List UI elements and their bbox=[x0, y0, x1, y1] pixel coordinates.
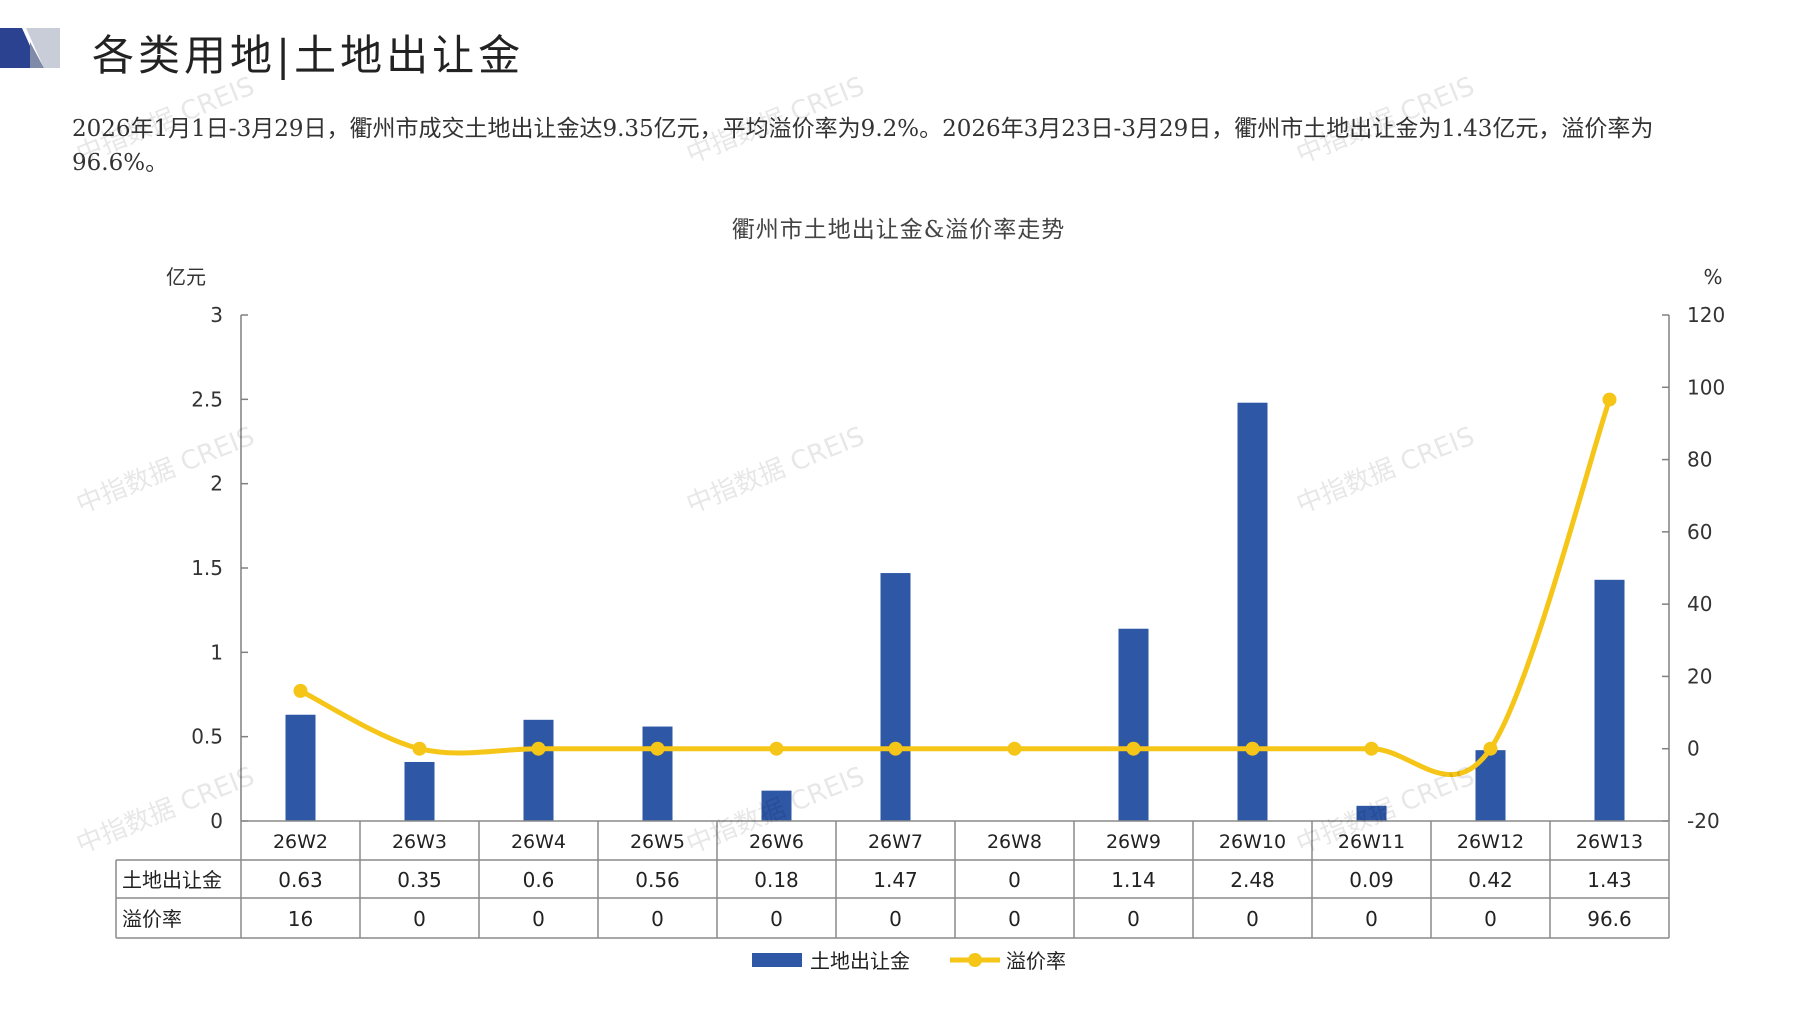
chart-title: 衢州市土地出让金&溢价率走势 bbox=[731, 217, 1066, 243]
line-point bbox=[412, 741, 427, 756]
category-label: 26W9 bbox=[1106, 831, 1161, 853]
left-tick-label: 0 bbox=[210, 809, 223, 833]
section-title: 各类用地|土地出让金 bbox=[92, 31, 525, 80]
header-decoration bbox=[0, 28, 60, 68]
bar bbox=[642, 726, 673, 821]
summary-text: 2026年1月1日-3月29日，衢州市成交土地出让金达9.35亿元，平均溢价率为… bbox=[72, 116, 1654, 176]
legend-marker bbox=[968, 953, 982, 967]
category-label: 26W12 bbox=[1457, 831, 1524, 853]
right-tick-label: 40 bbox=[1687, 592, 1712, 616]
category-label: 26W13 bbox=[1576, 831, 1643, 853]
line-point bbox=[293, 683, 308, 698]
left-tick-label: 2 bbox=[210, 472, 223, 496]
rate-value-cell: 0 bbox=[413, 907, 426, 931]
bar-value-cell: 0.42 bbox=[1468, 868, 1513, 892]
rate-value-cell: 0 bbox=[1127, 907, 1140, 931]
bar-value-cell: 0 bbox=[1008, 868, 1021, 892]
rate-value-cell: 0 bbox=[532, 907, 545, 931]
bar bbox=[1237, 402, 1268, 821]
category-label: 26W3 bbox=[392, 831, 447, 853]
legend-label: 土地出让金 bbox=[810, 949, 910, 973]
line-point bbox=[769, 741, 784, 756]
table-row-header: 溢价率 bbox=[122, 907, 182, 931]
bar bbox=[1594, 579, 1625, 821]
line-point bbox=[650, 741, 665, 756]
line-point bbox=[1602, 392, 1617, 407]
left-tick-label: 2.5 bbox=[191, 387, 223, 411]
category-label: 26W4 bbox=[511, 831, 566, 853]
bar bbox=[404, 761, 435, 821]
rate-value-cell: 0 bbox=[1484, 907, 1497, 931]
bar bbox=[285, 714, 316, 821]
rate-value-cell: 0 bbox=[1365, 907, 1378, 931]
line-point bbox=[531, 741, 546, 756]
category-label: 26W5 bbox=[630, 831, 685, 853]
bar-value-cell: 1.14 bbox=[1111, 868, 1156, 892]
category-label: 26W7 bbox=[868, 831, 923, 853]
right-tick-label: 0 bbox=[1687, 737, 1700, 761]
rate-value-cell: 0 bbox=[889, 907, 902, 931]
table-row-header: 土地出让金 bbox=[122, 868, 222, 892]
right-axis-unit: % bbox=[1703, 265, 1722, 289]
category-label: 26W8 bbox=[987, 831, 1042, 853]
rate-value-cell: 0 bbox=[770, 907, 783, 931]
rate-value-cell: 16 bbox=[288, 907, 313, 931]
line-point bbox=[888, 741, 903, 756]
bar bbox=[1118, 628, 1149, 821]
category-label: 26W11 bbox=[1338, 831, 1405, 853]
rate-value-cell: 0 bbox=[651, 907, 664, 931]
line-point bbox=[1007, 741, 1022, 756]
bar bbox=[1356, 805, 1387, 821]
right-tick-label: 120 bbox=[1687, 303, 1725, 327]
left-tick-label: 0.5 bbox=[191, 725, 223, 749]
rate-value-cell: 96.6 bbox=[1587, 907, 1632, 931]
premium-rate-line bbox=[299, 398, 1612, 777]
legend-label: 溢价率 bbox=[1006, 949, 1066, 973]
category-label: 26W2 bbox=[273, 831, 328, 853]
line-point bbox=[1245, 741, 1260, 756]
bar-value-cell: 0.56 bbox=[635, 868, 680, 892]
bar-value-cell: 0.6 bbox=[523, 868, 555, 892]
right-tick-label: -20 bbox=[1687, 809, 1720, 833]
right-tick-label: 20 bbox=[1687, 664, 1712, 688]
rate-value-cell: 0 bbox=[1008, 907, 1021, 931]
bar bbox=[761, 790, 792, 821]
category-label: 26W10 bbox=[1219, 831, 1286, 853]
legend-swatch-bar bbox=[752, 953, 802, 967]
bar-value-cell: 2.48 bbox=[1230, 868, 1275, 892]
left-tick-label: 1 bbox=[210, 640, 223, 664]
right-tick-label: 60 bbox=[1687, 520, 1712, 544]
bar bbox=[880, 573, 911, 821]
right-tick-label: 100 bbox=[1687, 375, 1725, 399]
bar-value-cell: 1.43 bbox=[1587, 868, 1632, 892]
left-tick-label: 1.5 bbox=[191, 556, 223, 580]
category-label: 26W6 bbox=[749, 831, 804, 853]
left-axis-unit: 亿元 bbox=[166, 265, 206, 289]
bar-value-cell: 0.63 bbox=[278, 868, 323, 892]
bar-value-cell: 0.35 bbox=[397, 868, 442, 892]
bar bbox=[523, 719, 554, 821]
line-point bbox=[1126, 741, 1141, 756]
line-point bbox=[1364, 741, 1379, 756]
right-tick-label: 80 bbox=[1687, 448, 1712, 472]
bar-value-cell: 0.09 bbox=[1349, 868, 1394, 892]
left-tick-label: 3 bbox=[210, 303, 223, 327]
bar-value-cell: 0.18 bbox=[754, 868, 799, 892]
line-point bbox=[1483, 741, 1498, 756]
bar-value-cell: 1.47 bbox=[873, 868, 918, 892]
rate-value-cell: 0 bbox=[1246, 907, 1259, 931]
